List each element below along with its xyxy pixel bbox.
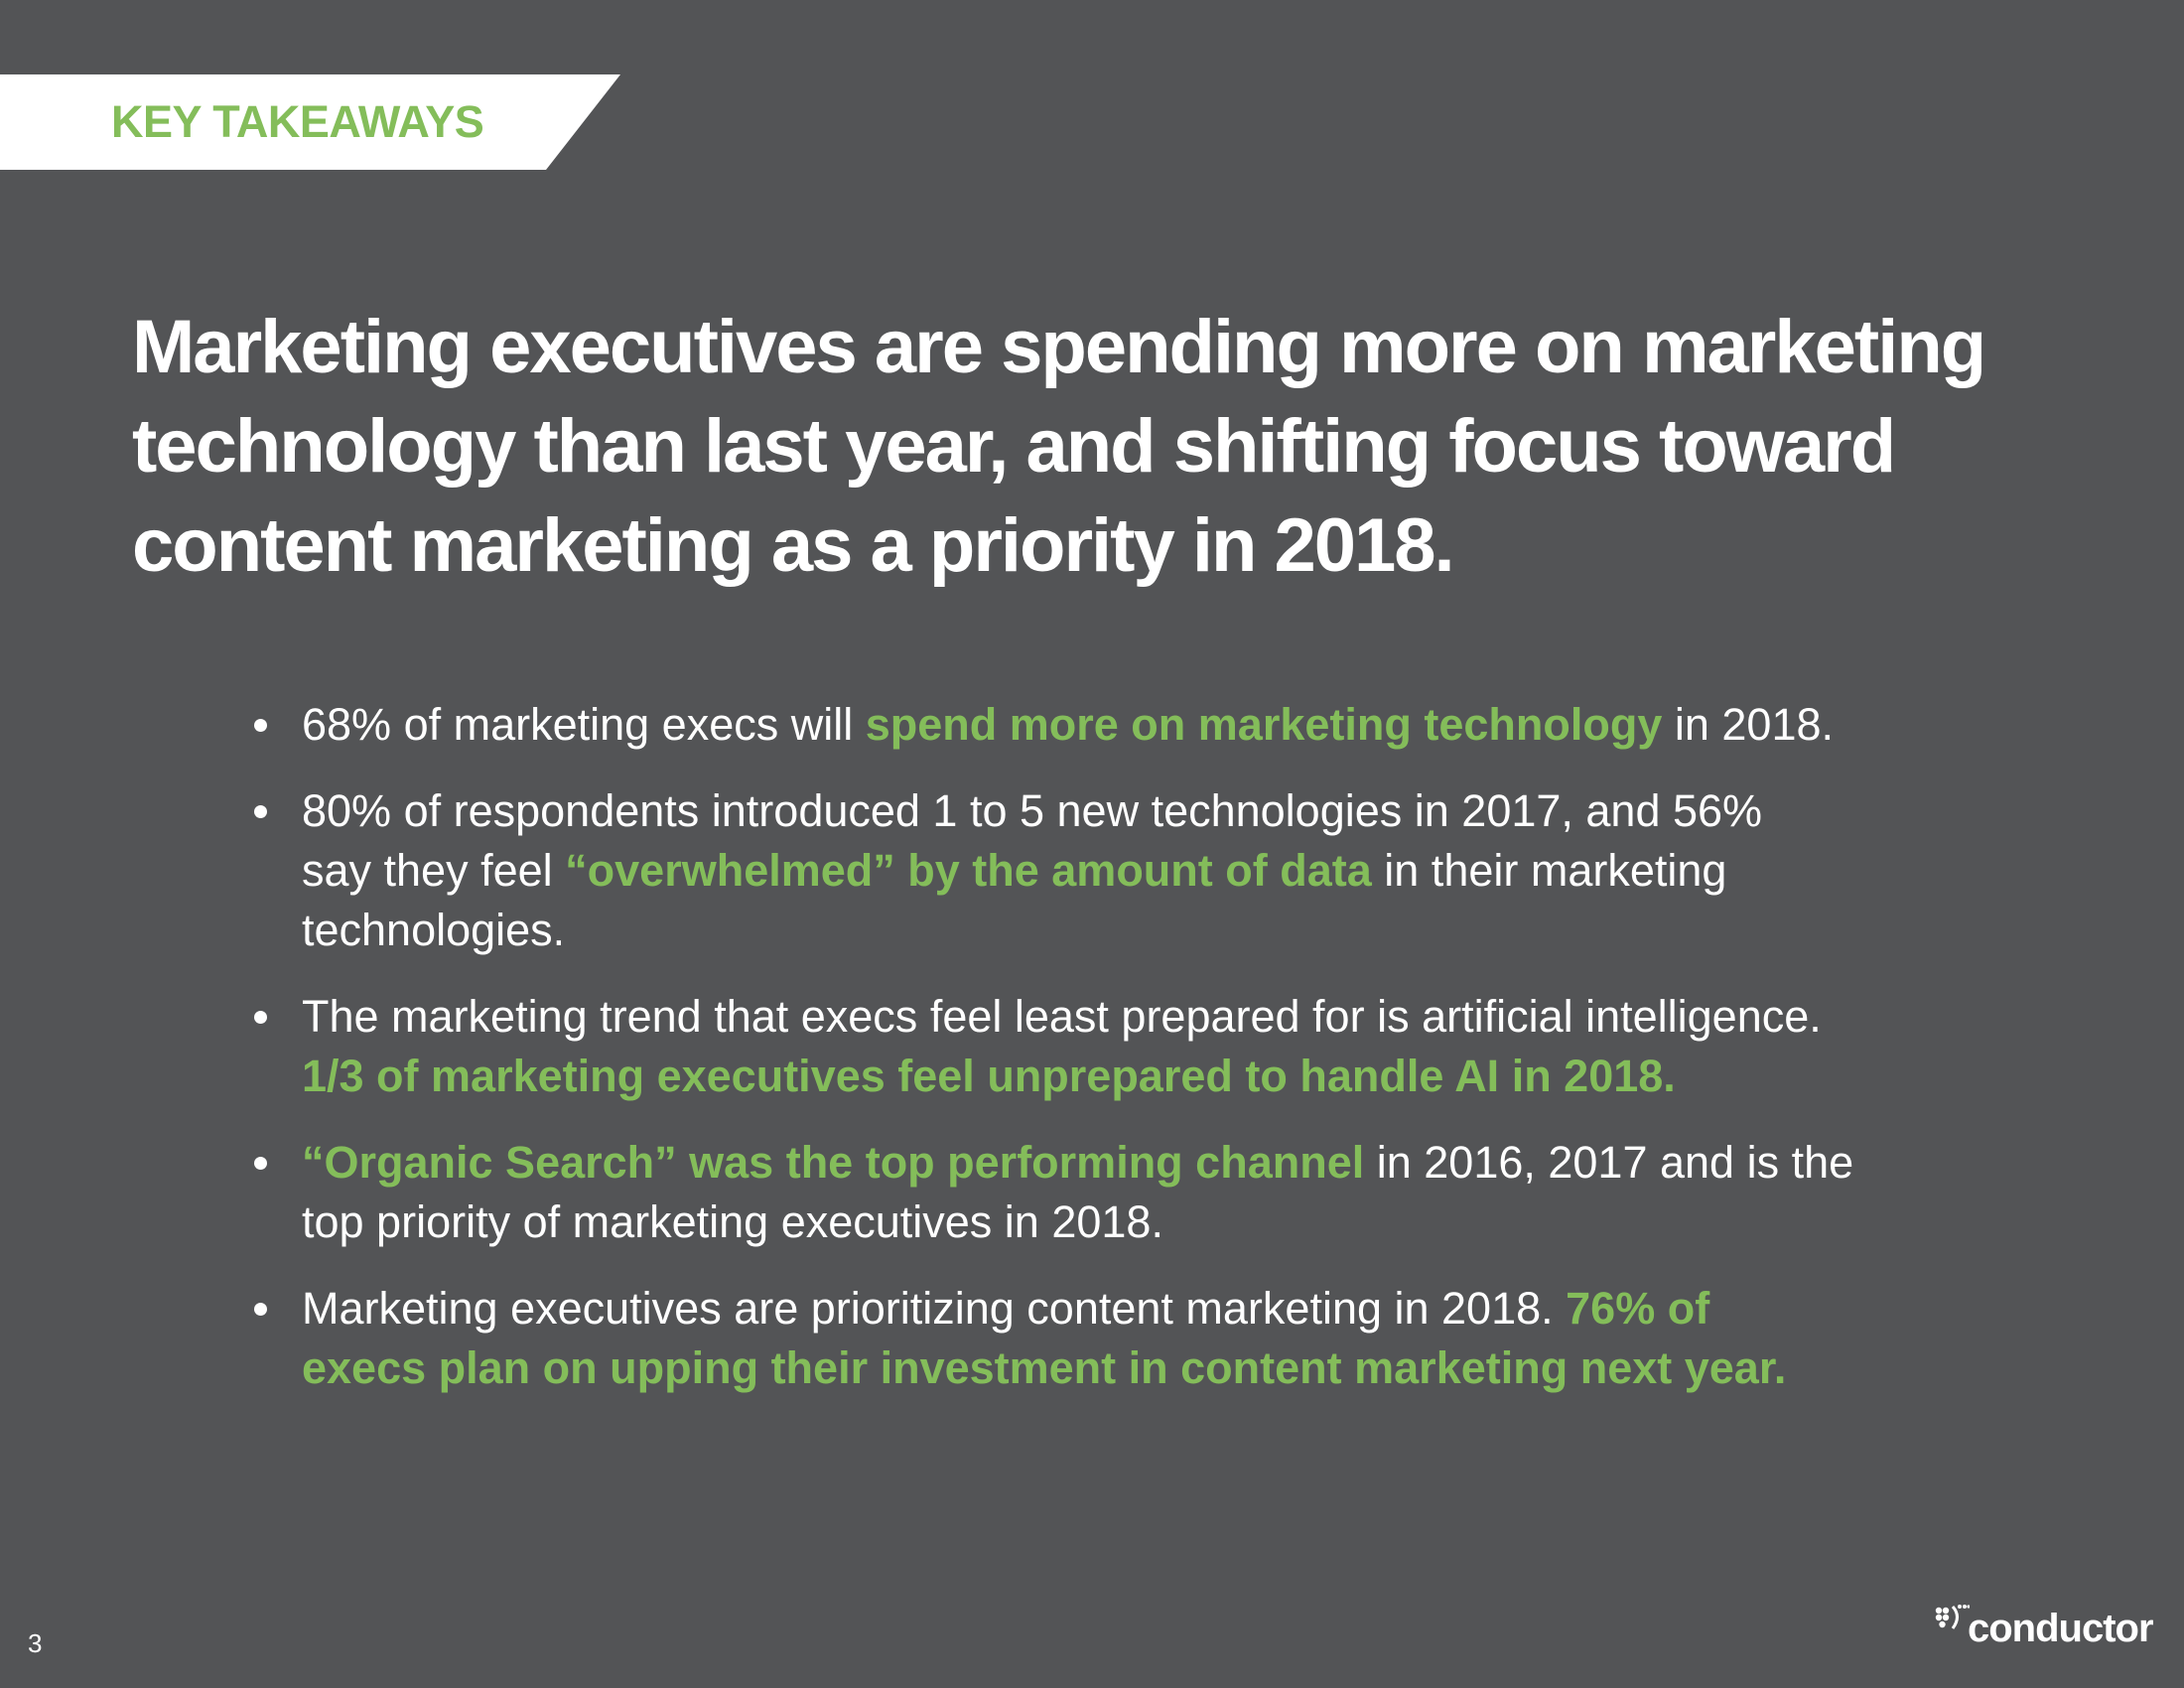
bullet-line: technologies.	[302, 901, 2041, 960]
bullet-line: execs plan on upping their investment in…	[302, 1338, 2041, 1398]
bullet-text: in their marketing	[1371, 845, 1727, 896]
section-tag: KEY TAKEAWAYS	[0, 74, 620, 170]
key-takeaways-list: 68% of marketing execs will spend more o…	[254, 695, 2041, 1425]
bullet-text: Marketing executives are prioritizing co…	[302, 1283, 1567, 1334]
bullet-line: The marketing trend that execs feel leas…	[302, 987, 2041, 1047]
bullet-line: say they feel “overwhelmed” by the amoun…	[302, 841, 2041, 901]
takeaway-bullet: “Organic Search” was the top performing …	[254, 1133, 2041, 1252]
conductor-logo-icon	[1935, 1605, 1970, 1629]
bullet-highlight-text: “overwhelmed” by the amount of data	[565, 845, 1372, 896]
bullet-dot-icon	[254, 719, 267, 732]
bullet-text: technologies.	[302, 905, 566, 955]
headline-line: Marketing executives are spending more o…	[132, 305, 1986, 389]
takeaway-bullet: Marketing executives are prioritizing co…	[254, 1279, 2041, 1398]
bullet-line: “Organic Search” was the top performing …	[302, 1133, 2041, 1193]
takeaway-bullet: 68% of marketing execs will spend more o…	[254, 695, 2041, 755]
bullet-text: in 2018.	[1662, 699, 1834, 750]
bullet-text: 80% of respondents introduced 1 to 5 new…	[302, 785, 1763, 836]
bullet-text: in 2016, 2017 and is the	[1364, 1137, 1854, 1188]
conductor-logo: conductor	[1934, 1599, 2162, 1658]
bullet-dot-icon	[254, 1157, 267, 1170]
bullet-highlight-text: “Organic Search” was the top performing …	[302, 1137, 1365, 1188]
bullet-line: 1/3 of marketing executives feel unprepa…	[302, 1047, 2041, 1106]
bullet-line: 68% of marketing execs will spend more o…	[302, 695, 2041, 755]
bullet-text: The marketing trend that execs feel leas…	[302, 991, 1822, 1042]
bullet-highlight-text: execs plan on upping their investment in…	[302, 1342, 1787, 1393]
bullet-dot-icon	[254, 1011, 267, 1024]
bullet-text: say they feel	[302, 845, 566, 896]
bullet-dot-icon	[254, 1303, 267, 1316]
bullet-text: 68% of marketing execs will	[302, 699, 866, 750]
bullet-highlight-text: 1/3 of marketing executives feel unprepa…	[302, 1051, 1676, 1101]
headline-line: content marketing as a priority in 2018.	[132, 503, 1455, 588]
headline-line: technology than last year, and shifting …	[132, 404, 1896, 489]
bullet-line: Marketing executives are prioritizing co…	[302, 1279, 2041, 1338]
bullet-highlight-text: 76% of	[1566, 1283, 1710, 1334]
bullet-highlight-text: spend more on marketing technology	[865, 699, 1663, 750]
headline: Marketing executives are spending more o…	[132, 298, 2068, 596]
bullet-line: 80% of respondents introduced 1 to 5 new…	[302, 781, 2041, 841]
bullet-line: top priority of marketing executives in …	[302, 1193, 2041, 1252]
page-number: 3	[28, 1628, 43, 1658]
conductor-logo-text: conductor	[1968, 1607, 2154, 1650]
bullet-dot-icon	[254, 805, 267, 818]
takeaway-bullet: 80% of respondents introduced 1 to 5 new…	[254, 781, 2041, 960]
section-tag-label: KEY TAKEAWAYS	[111, 96, 484, 147]
bullet-text: top priority of marketing executives in …	[302, 1196, 1163, 1247]
takeaway-bullet: The marketing trend that execs feel leas…	[254, 987, 2041, 1106]
